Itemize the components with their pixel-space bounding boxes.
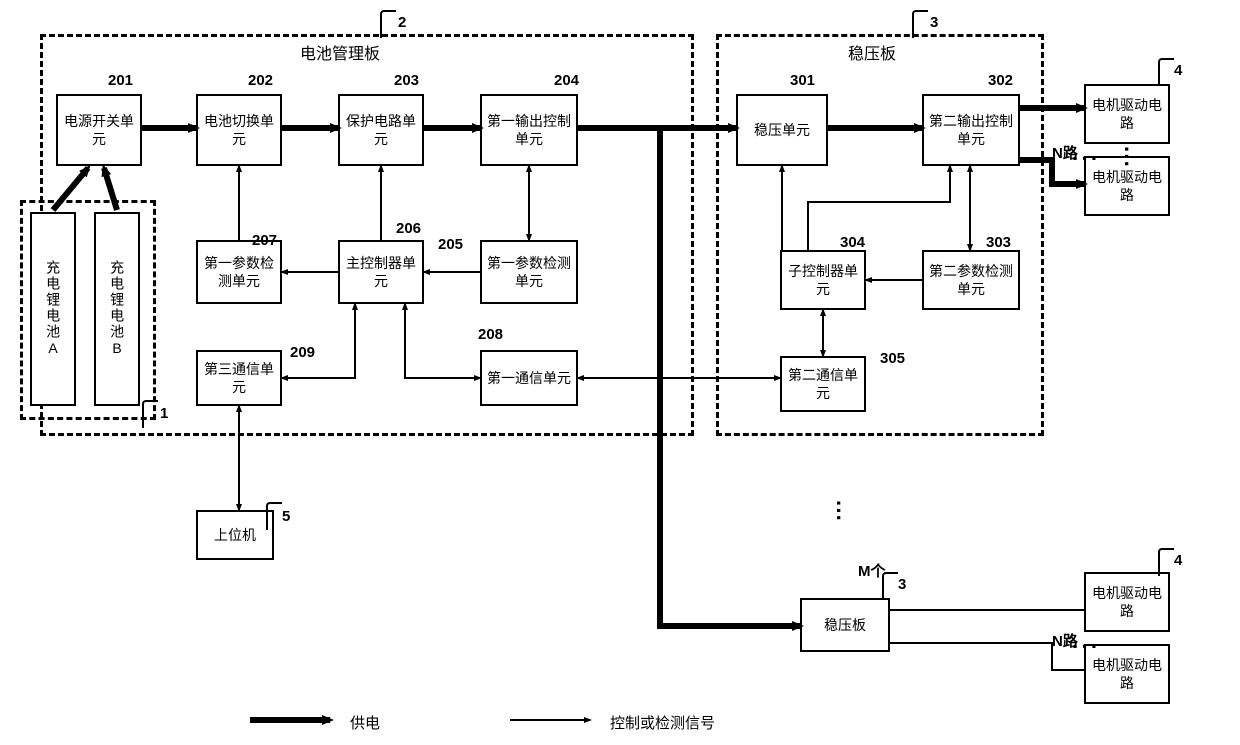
ellipsis-vrM: ··· xyxy=(832,500,845,522)
ref-n202: 202 xyxy=(248,72,273,89)
ref-n303: 303 xyxy=(986,234,1011,251)
ref-n209: 209 xyxy=(290,344,315,361)
legend-signal-label: 控制或检测信号 xyxy=(610,712,715,733)
ref-n203: 203 xyxy=(394,72,419,89)
group-title-bms: 电池管理板 xyxy=(300,40,380,64)
node-n201: 电源开关单元 xyxy=(56,94,142,166)
label-mcount: M个 xyxy=(858,560,886,581)
node-battA: 充电锂电池A xyxy=(30,212,76,406)
node-n205: 第一参数检测单元 xyxy=(480,240,578,304)
node-battB: 充电锂电池B xyxy=(94,212,140,406)
ref-host: 5 xyxy=(282,508,290,525)
ellipsis-mot12b: · · · xyxy=(1072,146,1096,172)
node-n304: 子控制器单元 xyxy=(780,250,866,310)
ref-bms: 2 xyxy=(398,14,406,31)
ref-n204: 204 xyxy=(554,72,579,89)
ref-mot1: 4 xyxy=(1174,62,1182,79)
node-n204: 第一输出控制单元 xyxy=(480,94,578,166)
node-mot4: 电机驱动电路 xyxy=(1084,644,1170,704)
node-n202: 电池切换单元 xyxy=(196,94,282,166)
ellipsis-mot12: ··· xyxy=(1120,146,1133,168)
node-n209: 第三通信单元 xyxy=(196,350,282,406)
ref-mot3: 4 xyxy=(1174,552,1182,569)
ref-n208: 208 xyxy=(478,326,503,343)
group-title-vr: 稳压板 xyxy=(848,40,896,64)
node-n305: 第二通信单元 xyxy=(780,356,866,412)
diagram-canvas: 1电池管理板2稳压板3充电锂电池A充电锂电池B电源开关单元201电池切换单元20… xyxy=(0,0,1240,745)
node-n203: 保护电路单元 xyxy=(338,94,424,166)
ref-vr: 3 xyxy=(930,14,938,31)
node-n301: 稳压单元 xyxy=(736,94,828,166)
node-mot3: 电机驱动电路 xyxy=(1084,572,1170,632)
ref-n301: 301 xyxy=(790,72,815,89)
ref-n304: 304 xyxy=(840,234,865,251)
node-n206: 主控制器单元 xyxy=(338,240,424,304)
node-host: 上位机 xyxy=(196,510,274,560)
ref-n302: 302 xyxy=(988,72,1013,89)
ref-vrBox2: 3 xyxy=(898,576,906,593)
ref-n206: 206 xyxy=(396,220,421,237)
node-n207: 第一参数检测单元 xyxy=(196,240,282,304)
ref-n205: 205 xyxy=(438,236,463,253)
node-mot1: 电机驱动电路 xyxy=(1084,84,1170,144)
ref-n207: 207 xyxy=(252,232,277,249)
node-n208: 第一通信单元 xyxy=(480,350,578,406)
ellipsis-mot34: · · · xyxy=(1072,634,1096,660)
legend-power-label: 供电 xyxy=(350,712,380,733)
node-n302: 第二输出控制单元 xyxy=(922,94,1020,166)
node-vrBox2: 稳压板 xyxy=(800,598,890,652)
ref-n305: 305 xyxy=(880,350,905,367)
node-n303: 第二参数检测单元 xyxy=(922,250,1020,310)
ref-n201: 201 xyxy=(108,72,133,89)
